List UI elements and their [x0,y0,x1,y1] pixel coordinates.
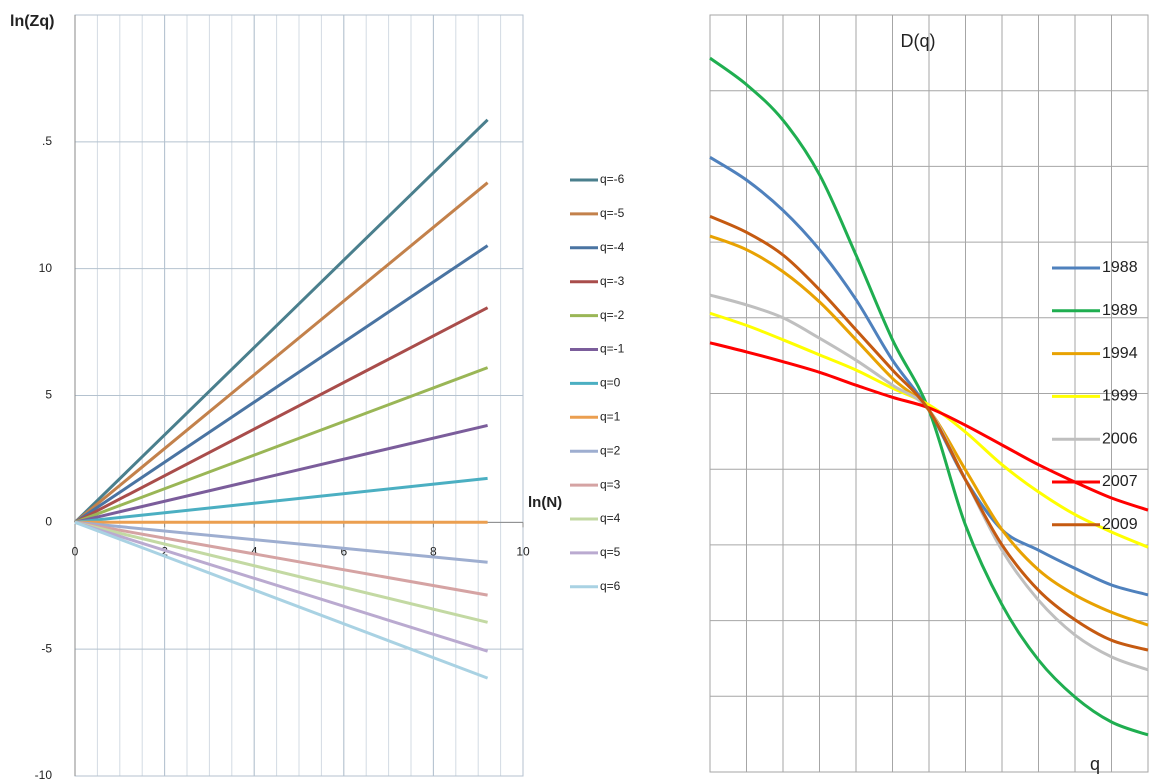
legend-label: 1994 [1102,345,1138,362]
legend-label: q=5 [600,545,621,559]
series-line [74,244,489,524]
series-line [709,214,1149,652]
legend-label: q=-6 [600,172,625,186]
y-tick-label: 10 [39,261,53,275]
legend-label: q=1 [600,409,621,423]
series-line [73,118,489,524]
x-tick-label: 0 [72,545,79,559]
legend-label: q=-4 [600,240,625,254]
x-tick-label: 4 [251,545,258,559]
legend-label: q=4 [600,511,621,525]
legend-label: q=3 [600,477,621,491]
series-line [74,306,489,524]
y-tick-label: -10 [35,768,53,782]
series-line [74,476,488,524]
series-line [74,520,488,564]
legend-label: 2007 [1102,473,1138,490]
plot-border [709,14,1149,773]
legend: q=-6 q=-5 q=-4 q=-3 q=-2 q=-1 q=0 q=1 q=2 q=3 q=4 q… [570,172,625,593]
legend-label: 2006 [1102,430,1138,447]
x-axis-label: q [1090,754,1100,774]
x-tick-label: 8 [430,545,437,559]
chart-title: D(q) [901,31,936,51]
legend-label: q=-3 [600,274,625,288]
y-tick-label: 0 [45,515,52,529]
legend-label: q=0 [600,376,621,390]
legend-label: 1988 [1102,259,1138,276]
legend-label: q=6 [600,579,621,593]
chart-title: ln(Zq) [10,13,54,30]
legend: 1988 1989 1994 1999 2006 2007 2009 [1052,259,1138,533]
x-tick-label: 10 [516,545,530,559]
series-line [74,520,489,653]
series-line [74,520,489,680]
legend-label: q=2 [600,443,621,457]
series-line [74,520,488,624]
y-tick-label: -5 [41,641,52,655]
plot [709,14,1149,773]
legend-label: 2009 [1102,516,1138,533]
series-line [709,311,1149,549]
legend-label: q=-1 [600,342,625,356]
series-line [74,520,488,597]
legend-label: 1989 [1102,302,1138,319]
series-line [74,181,489,524]
series-line [74,423,488,524]
x-tick-label: 6 [340,545,347,559]
legend-label: 1999 [1102,388,1138,405]
legend-label: q=-2 [600,308,625,322]
x-axis-label: ln(N) [528,494,562,511]
legend-label: q=-5 [600,206,625,220]
series-line [74,366,489,524]
y-tick-label: .5 [42,134,52,148]
y-tick-label: 5 [45,388,52,402]
